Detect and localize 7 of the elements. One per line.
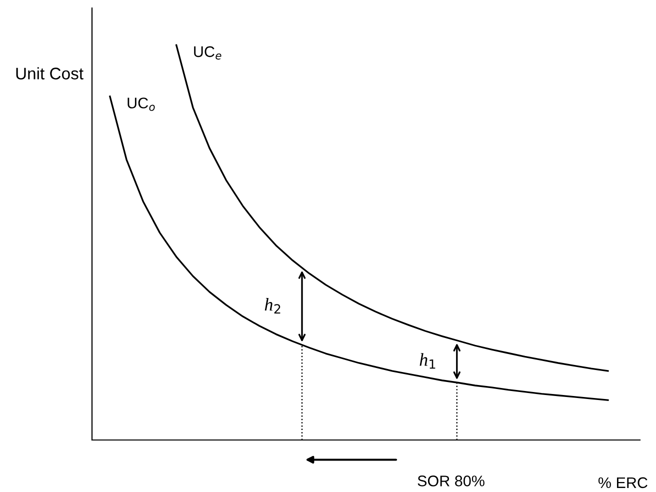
annotation: h$_{1}$ <box>420 353 436 369</box>
text: SOR 80% <box>418 476 484 486</box>
series-label: UC$_{o}$ <box>128 98 155 111</box>
annotation: h$_{2}$ <box>264 298 280 314</box>
series-label: UC$_{e}$ <box>194 46 222 60</box>
y-axis-title: Unit Cost <box>16 67 84 80</box>
x-axis-title: % ERC <box>598 477 648 488</box>
